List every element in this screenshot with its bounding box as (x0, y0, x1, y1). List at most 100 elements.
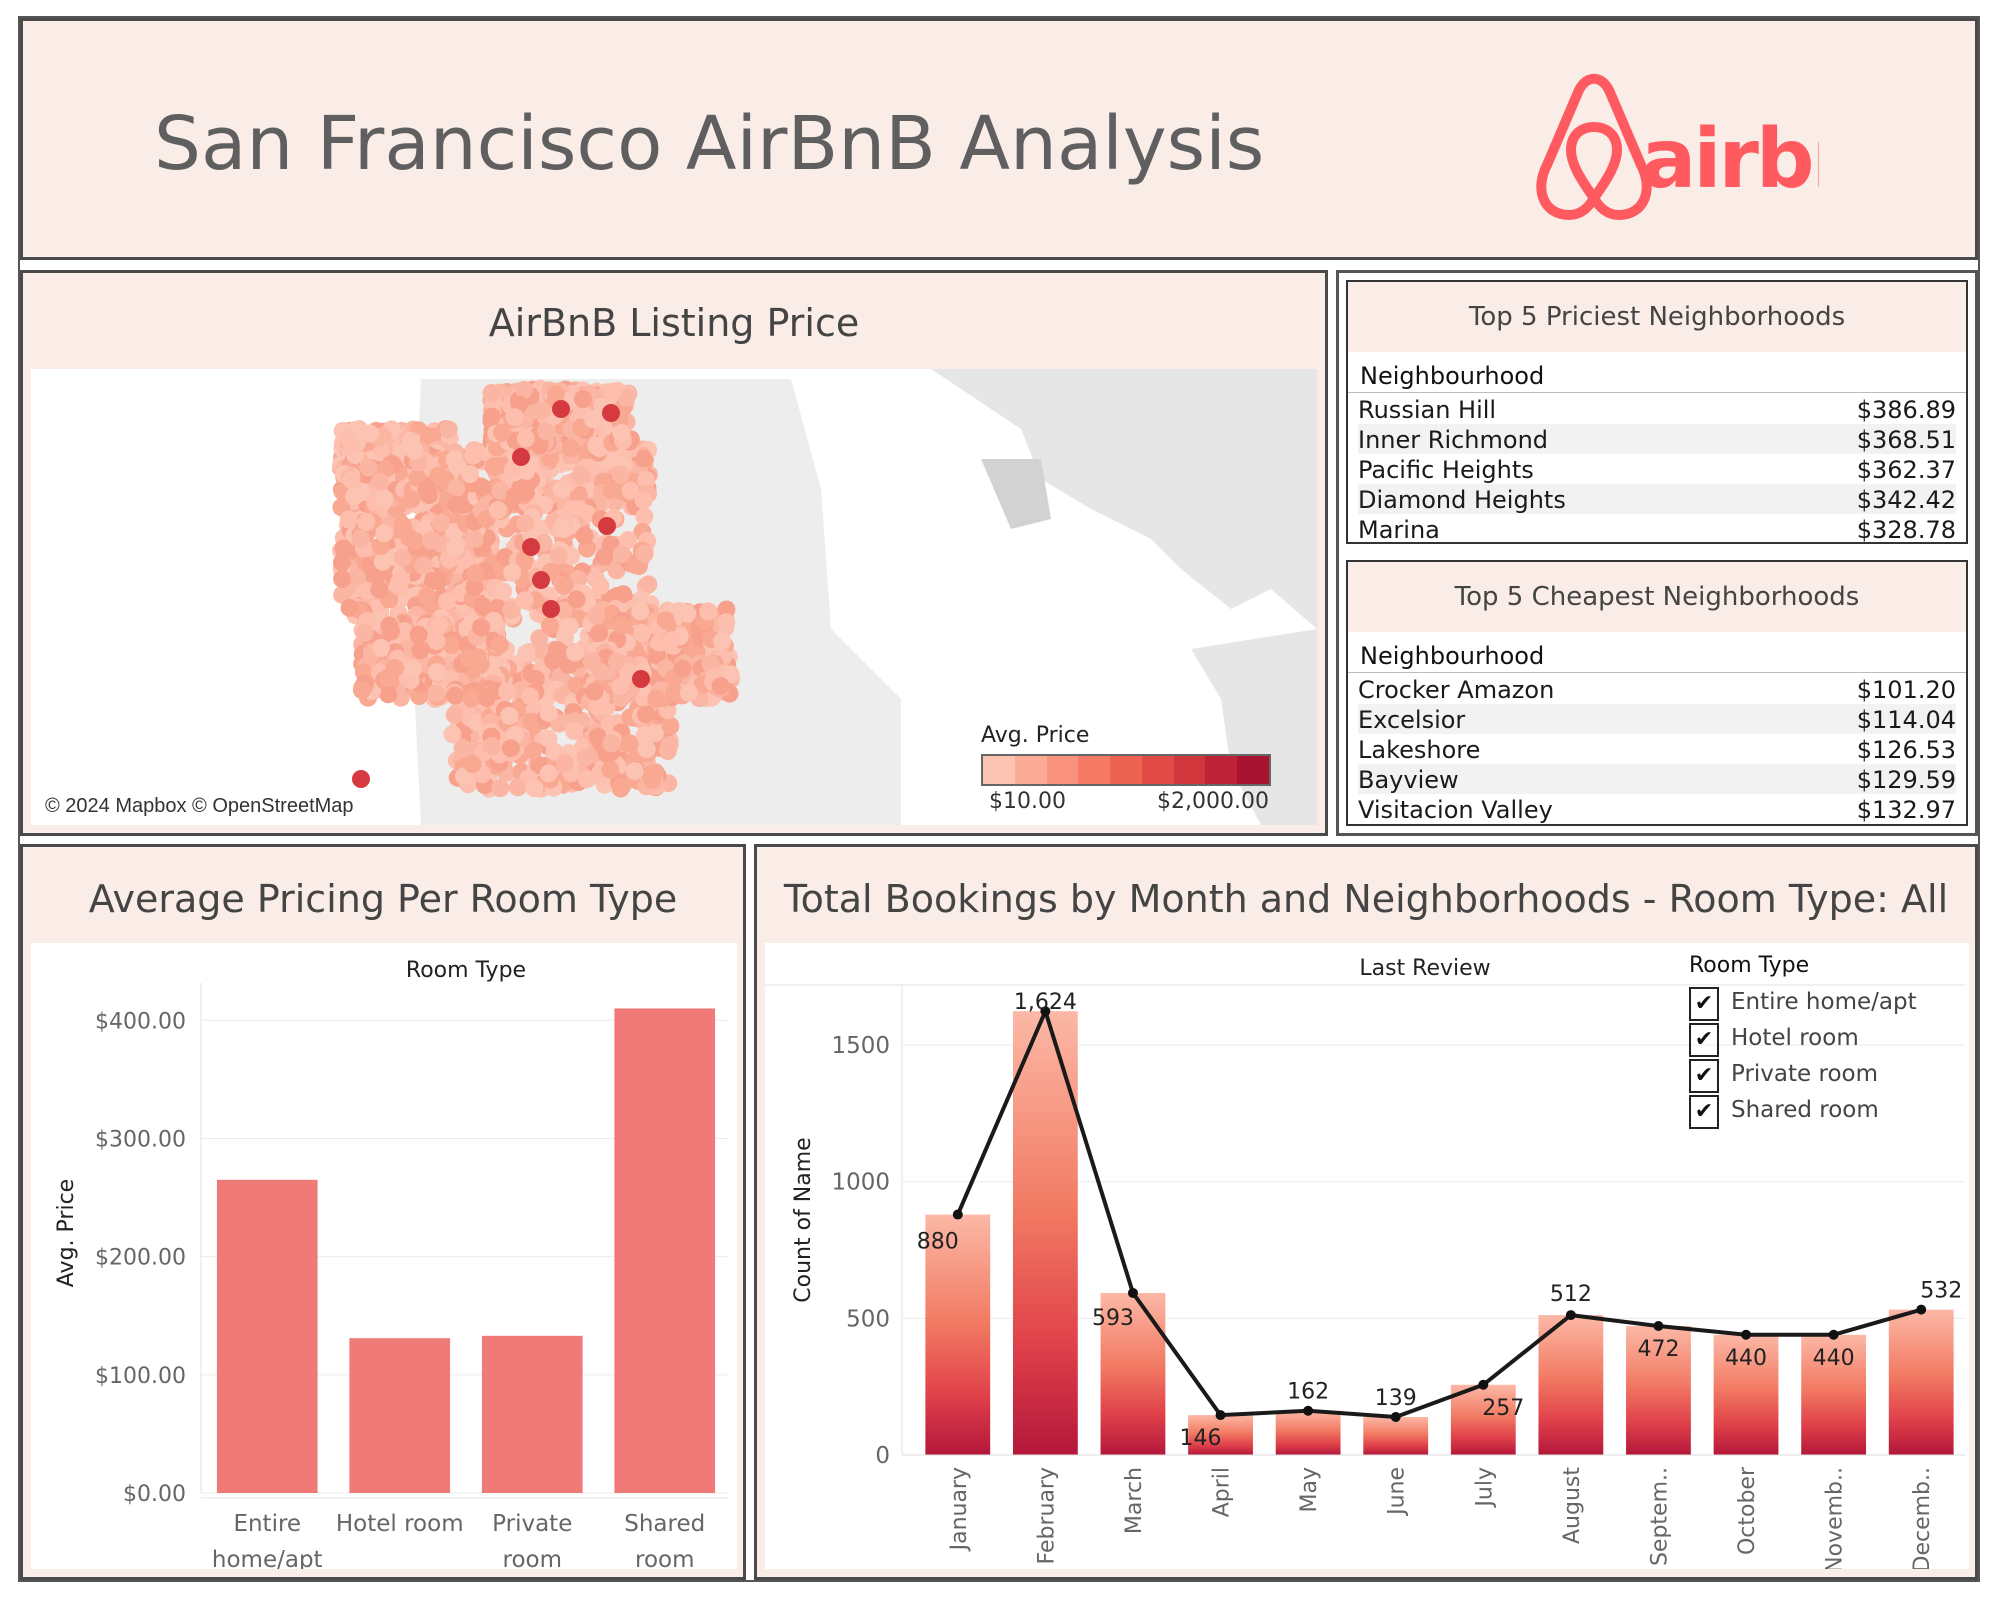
filter-option-label: Shared room (1731, 1097, 1879, 1123)
listing-dot (532, 571, 550, 589)
data-label: 472 (1637, 1337, 1679, 1362)
listing-dot (524, 741, 543, 760)
filter-title: Room Type (1689, 953, 1810, 978)
listing-dot (587, 606, 606, 625)
listing-dot (608, 586, 627, 605)
listing-dot (611, 465, 630, 484)
filter-option[interactable]: ✔ Entire home/apt (1689, 987, 1959, 1021)
listing-dot (662, 631, 681, 650)
listing-dot (613, 777, 632, 796)
listing-dot (414, 556, 432, 575)
listing-dot (637, 471, 656, 490)
table-row: Pacific Heights $362.37 (1358, 454, 1956, 484)
y-tick-label: 1000 (831, 1170, 890, 1196)
chart-title: Last Review (1359, 956, 1490, 981)
x-tick-label: Shared (624, 1511, 705, 1537)
listing-dot (613, 616, 632, 635)
listing-dot (633, 623, 652, 642)
listing-dot (552, 519, 571, 538)
neighbourhood-price: $114.04 (1856, 706, 1956, 734)
neighbourhood-name: Russian Hill (1358, 396, 1497, 424)
map-legend-ramp (981, 754, 1271, 786)
listing-dot (721, 665, 740, 684)
listing-dot (393, 548, 412, 567)
listing-dot (432, 513, 450, 532)
x-tick-label: February (1034, 1467, 1059, 1565)
map-attribution: © 2024 Mapbox © OpenStreetMap (39, 794, 360, 819)
checkbox-checked-icon[interactable]: ✔ (1689, 1059, 1719, 1093)
listing-dot (429, 466, 448, 485)
month-bar (1713, 1334, 1779, 1455)
listing-dot (585, 682, 604, 701)
x-tick-label: Entire (233, 1511, 301, 1537)
listing-dot (561, 438, 580, 457)
listing-dot (587, 436, 606, 455)
listing-dot (493, 423, 511, 442)
filter-option[interactable]: ✔ Hotel room (1689, 1023, 1959, 1057)
listing-dot (512, 448, 530, 466)
room-type-bar (349, 1338, 451, 1493)
listing-dot (711, 677, 730, 696)
listing-dot (602, 734, 621, 753)
table-row: Crocker Amazon $101.20 (1358, 674, 1956, 704)
listing-dot (371, 472, 389, 491)
listing-dot (462, 689, 481, 708)
listing-dot (447, 478, 466, 497)
legend-swatch (1237, 756, 1270, 784)
checkbox-checked-icon[interactable]: ✔ (1689, 1023, 1719, 1057)
listing-dot (334, 539, 353, 558)
bookings-title: Total Bookings by Month and Neighborhood… (783, 877, 1949, 921)
listing-dot (447, 496, 466, 514)
listing-dot (443, 725, 462, 744)
dashboard-frame (18, 16, 1980, 1582)
listing-dot (539, 764, 558, 783)
x-tick-label: June (1385, 1467, 1410, 1517)
chart-title: Room Type (406, 958, 526, 983)
listing-dot (424, 625, 442, 644)
listing-dot (422, 531, 441, 550)
neighbourhood-name: Diamond Heights (1358, 486, 1566, 514)
table-row: Lakeshore $126.53 (1358, 734, 1956, 764)
listing-dot (661, 716, 680, 735)
data-label: 512 (1550, 1282, 1592, 1307)
bookings-bar-line-chart: Last Review 0 500 1000 1500 Count of Name Janu… (765, 956, 1965, 1573)
listing-dot (619, 531, 638, 550)
listing-dot (437, 592, 456, 611)
listing-dot (482, 407, 501, 426)
legend-swatch (1014, 756, 1047, 784)
filter-option[interactable]: ✔ Shared room (1689, 1095, 1959, 1129)
listing-dot (555, 753, 574, 772)
table-row: Visitacion Valley $132.97 (1358, 794, 1956, 824)
listing-dot (546, 385, 565, 404)
room-panel-title: Average Pricing Per Room Type (88, 877, 678, 921)
x-tick-label: Septem.. (1647, 1467, 1672, 1566)
room-type-filter: Room Type ✔ Entire home/apt ✔ Hotel room ✔ Pr… (1689, 953, 1959, 1133)
listing-dot (352, 770, 370, 788)
listing-dot (515, 380, 534, 399)
trend-point (1565, 1310, 1576, 1321)
listing-dot (565, 722, 584, 740)
listing-dot (503, 460, 522, 479)
listing-dot (530, 629, 549, 648)
listing-dot (603, 382, 622, 401)
trend-point (1215, 1410, 1226, 1421)
checkbox-checked-icon[interactable]: ✔ (1689, 987, 1719, 1021)
listing-dot (361, 424, 380, 443)
listing-price-map[interactable] (31, 369, 1317, 825)
listing-dot (631, 602, 650, 621)
listing-dot (446, 538, 465, 557)
listing-dot (500, 706, 519, 725)
x-tick-label: Decemb.. (1910, 1467, 1935, 1569)
listing-dot (468, 648, 487, 667)
filter-option[interactable]: ✔ Private room (1689, 1059, 1959, 1093)
listing-dot (465, 577, 484, 596)
listing-dot (378, 669, 397, 688)
listing-dot (569, 570, 588, 588)
listing-dot (590, 624, 609, 643)
legend-swatch (1046, 756, 1079, 784)
listing-dot (466, 564, 485, 583)
x-tick-label: August (1560, 1467, 1585, 1544)
trend-point (952, 1209, 963, 1220)
listing-dot (375, 524, 394, 543)
checkbox-checked-icon[interactable]: ✔ (1689, 1095, 1719, 1129)
